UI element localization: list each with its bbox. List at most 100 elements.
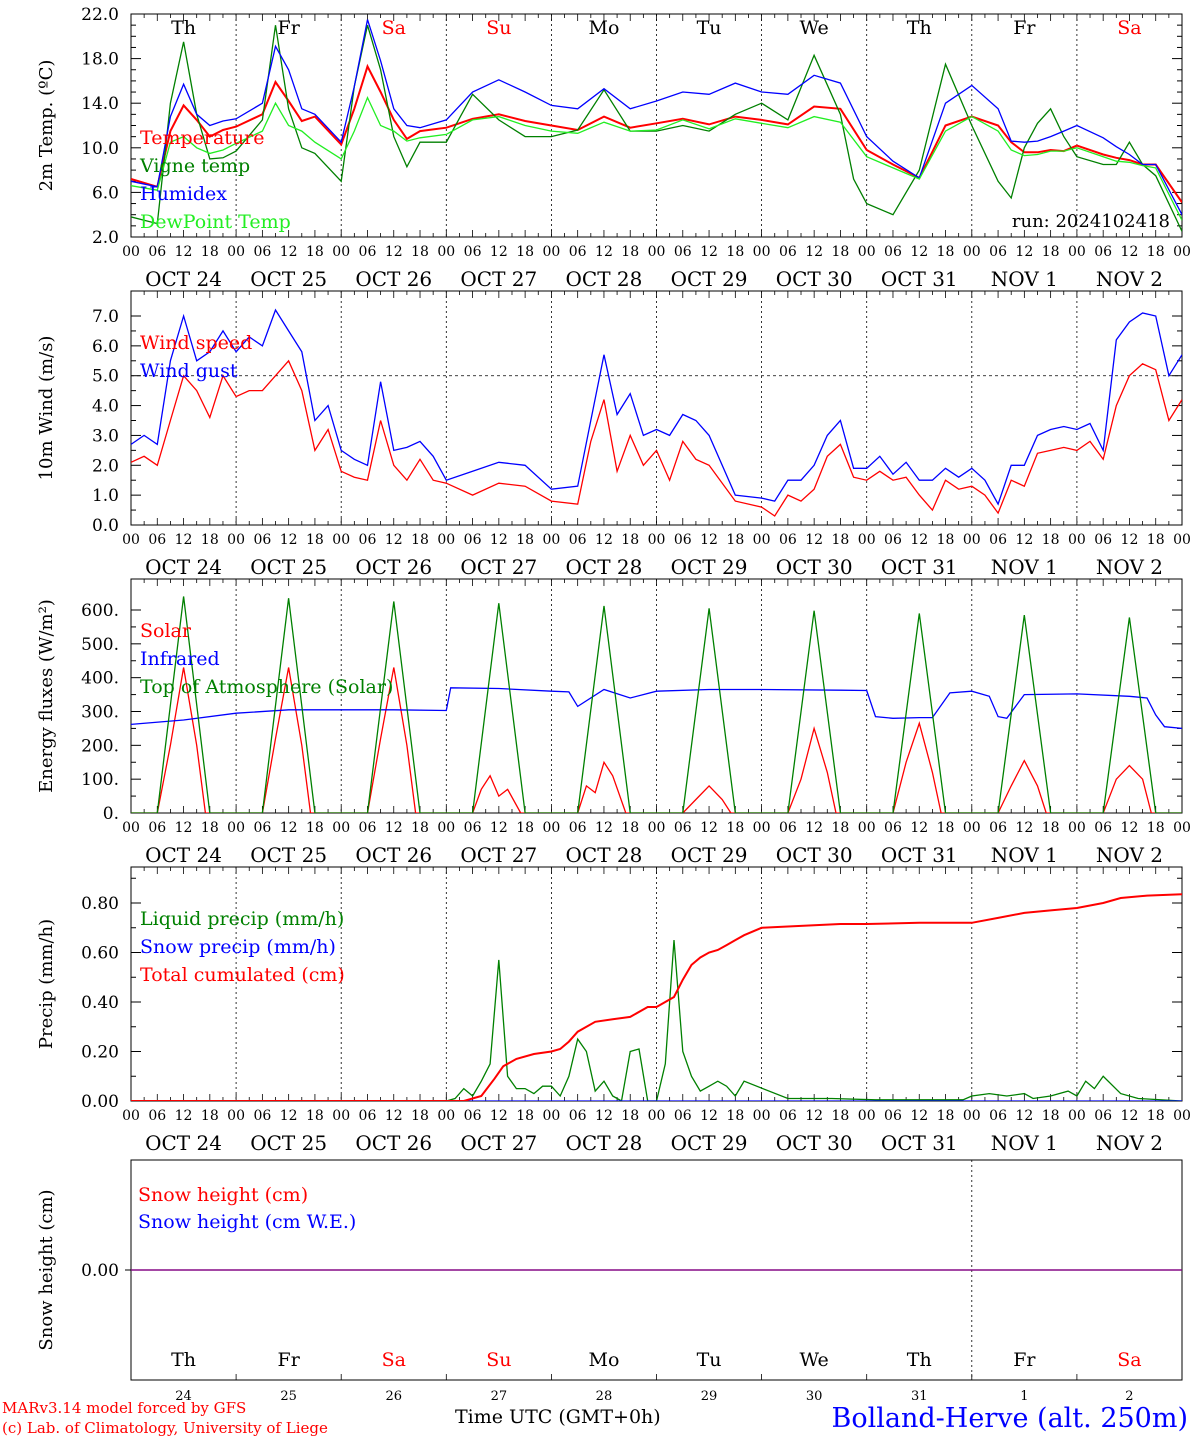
temperature-hour-tick-label: 12 bbox=[385, 244, 403, 260]
temperature-hour-tick-label: 06 bbox=[148, 244, 166, 260]
station-label: Bolland-Herve (alt. 250m) bbox=[832, 1403, 1188, 1434]
precip-hour-tick-label: 18 bbox=[306, 1108, 324, 1124]
footer-lab-credit: (c) Lab. of Climatology, University of L… bbox=[2, 1419, 328, 1437]
energy-hour-tick-label: 12 bbox=[1015, 820, 1033, 836]
precip-hour-tick-label: 12 bbox=[385, 1108, 403, 1124]
snow-day-name: We bbox=[800, 1349, 829, 1371]
energy-hour-tick-label: 18 bbox=[1042, 820, 1060, 836]
energy-hour-tick-label: 12 bbox=[700, 820, 718, 836]
wind-hour-tick-label: 18 bbox=[516, 532, 534, 548]
temperature-legend-entry: DewPoint Temp bbox=[140, 211, 291, 233]
precip-hour-tick-label: 12 bbox=[1015, 1108, 1033, 1124]
wind-ytick-label: 2.0 bbox=[92, 456, 119, 476]
temperature-hour-tick-label: 12 bbox=[805, 244, 823, 260]
wind-hour-tick-label: 18 bbox=[726, 532, 744, 548]
temperature-hour-tick-label: 06 bbox=[1094, 244, 1112, 260]
energy-hour-tick-label: 12 bbox=[595, 820, 613, 836]
energy-date-label: OCT 30 bbox=[776, 843, 853, 867]
wind-hour-tick-label: 00 bbox=[1173, 532, 1191, 548]
snow-day-number: 2 bbox=[1125, 1389, 1133, 1404]
wind-hour-tick-label: 18 bbox=[1042, 532, 1060, 548]
precip-hour-tick-label: 12 bbox=[700, 1108, 718, 1124]
precip-hour-tick-label: 06 bbox=[779, 1108, 797, 1124]
wind-hour-tick-label: 18 bbox=[937, 532, 955, 548]
energy-ytick-label: 0. bbox=[103, 804, 119, 824]
temperature-hour-tick-label: 18 bbox=[411, 244, 429, 260]
precip-ytick-label: 0.40 bbox=[81, 993, 119, 1013]
precip-date-label: OCT 30 bbox=[776, 1131, 853, 1155]
temperature-panel: 2.0 6.0 10.0 14.0 18.0 22.0 2m Temp. (ºC) 00 06 1… bbox=[36, 5, 1191, 291]
precip-hour-tick-label: 18 bbox=[516, 1108, 534, 1124]
wind-hour-tick-label: 06 bbox=[569, 532, 587, 548]
temperature-hour-tick-label: 06 bbox=[253, 244, 271, 260]
wind-hour-tick-label: 06 bbox=[884, 532, 902, 548]
temperature-hour-tick-label: 00 bbox=[1068, 244, 1086, 260]
precip-date-label: OCT 28 bbox=[566, 1131, 643, 1155]
temp-day-name: Mo bbox=[588, 17, 619, 39]
energy-legend-entry: Top of Atmosphere (Solar) bbox=[140, 676, 393, 698]
precip-hour-tick-label: 00 bbox=[227, 1108, 245, 1124]
snow-day-name: Th bbox=[171, 1349, 196, 1371]
wind-hour-tick-label: 06 bbox=[148, 532, 166, 548]
precip-date-label: OCT 26 bbox=[355, 1131, 432, 1155]
precip-date-label: NOV 1 bbox=[991, 1131, 1058, 1155]
energy-hour-tick-label: 18 bbox=[832, 820, 850, 836]
temperature-hour-tick-label: 18 bbox=[726, 244, 744, 260]
energy-hour-tick-label: 12 bbox=[175, 820, 193, 836]
energy-hour-tick-label: 06 bbox=[779, 820, 797, 836]
wind-hour-tick-label: 18 bbox=[411, 532, 429, 548]
temperature-hour-tick-label: 18 bbox=[1147, 244, 1165, 260]
precip-hour-tick-label: 00 bbox=[648, 1108, 666, 1124]
wind-hour-tick-label: 00 bbox=[963, 532, 981, 548]
energy-ytick-label: 500. bbox=[81, 635, 119, 655]
energy-panel: 0. 100. 200. 300. 400. 500. 600. Energy fluxes … bbox=[36, 578, 1191, 867]
temperature-hour-tick-label: 00 bbox=[963, 244, 981, 260]
precip-panel: 0.00 0.20 0.40 0.60 0.80 Precip (mm/h) 00 06 12 1… bbox=[36, 866, 1191, 1155]
precip-ylabel: Precip (mm/h) bbox=[36, 919, 57, 1049]
precip-ytick-label: 0.20 bbox=[81, 1043, 119, 1063]
precip-hour-tick-label: 18 bbox=[937, 1108, 955, 1124]
wind-hour-tick-label: 06 bbox=[1094, 532, 1112, 548]
temperature-hour-tick-label: 00 bbox=[542, 244, 560, 260]
temperature-hour-tick-label: 12 bbox=[490, 244, 508, 260]
temperature-series-line bbox=[131, 19, 1182, 216]
energy-date-label: OCT 29 bbox=[671, 843, 748, 867]
temp-ytick-label: 6.0 bbox=[92, 183, 119, 203]
snow-day-number: 1 bbox=[1020, 1389, 1028, 1404]
temp-day-name: Th bbox=[907, 17, 932, 39]
temperature-legend-entry: Humidex bbox=[140, 183, 227, 205]
energy-hour-tick-label: 00 bbox=[332, 820, 350, 836]
wind-date-label: NOV 1 bbox=[991, 555, 1058, 579]
energy-series-line bbox=[131, 687, 1182, 730]
wind-hour-tick-label: 06 bbox=[674, 532, 692, 548]
energy-hour-tick-label: 18 bbox=[726, 820, 744, 836]
wind-hour-tick-label: 06 bbox=[989, 532, 1007, 548]
energy-hour-tick-label: 18 bbox=[411, 820, 429, 836]
precip-hour-tick-label: 18 bbox=[726, 1108, 744, 1124]
temperature-hour-tick-label: 12 bbox=[175, 244, 193, 260]
wind-hour-tick-label: 18 bbox=[1147, 532, 1165, 548]
energy-date-label: OCT 25 bbox=[250, 843, 327, 867]
energy-date-label: OCT 24 bbox=[145, 843, 222, 867]
temperature-hour-tick-label: 06 bbox=[569, 244, 587, 260]
precip-hour-tick-label: 12 bbox=[910, 1108, 928, 1124]
snow-day-number: 26 bbox=[385, 1389, 402, 1404]
wind-hour-tick-label: 06 bbox=[253, 532, 271, 548]
wind-hour-tick-label: 00 bbox=[227, 532, 245, 548]
wind-hour-tick-label: 00 bbox=[753, 532, 771, 548]
temperature-ylabel: 2m Temp. (ºC) bbox=[36, 60, 57, 192]
temperature-hour-tick-label: 12 bbox=[1121, 244, 1139, 260]
precip-hour-tick-label: 12 bbox=[280, 1108, 298, 1124]
wind-hour-tick-label: 00 bbox=[648, 532, 666, 548]
temp-ytick-label: 2.0 bbox=[92, 228, 119, 248]
temperature-hour-tick-label: 00 bbox=[648, 244, 666, 260]
wind-hour-tick-label: 12 bbox=[490, 532, 508, 548]
energy-hour-tick-label: 06 bbox=[569, 820, 587, 836]
energy-ytick-label: 400. bbox=[81, 669, 119, 689]
temperature-hour-tick-label: 06 bbox=[989, 244, 1007, 260]
temperature-legend-entry: Temperature bbox=[140, 127, 264, 149]
wind-hour-tick-label: 12 bbox=[280, 532, 298, 548]
wind-series-line bbox=[131, 359, 1182, 517]
precip-hour-tick-label: 00 bbox=[542, 1108, 560, 1124]
temperature-hour-tick-label: 12 bbox=[595, 244, 613, 260]
